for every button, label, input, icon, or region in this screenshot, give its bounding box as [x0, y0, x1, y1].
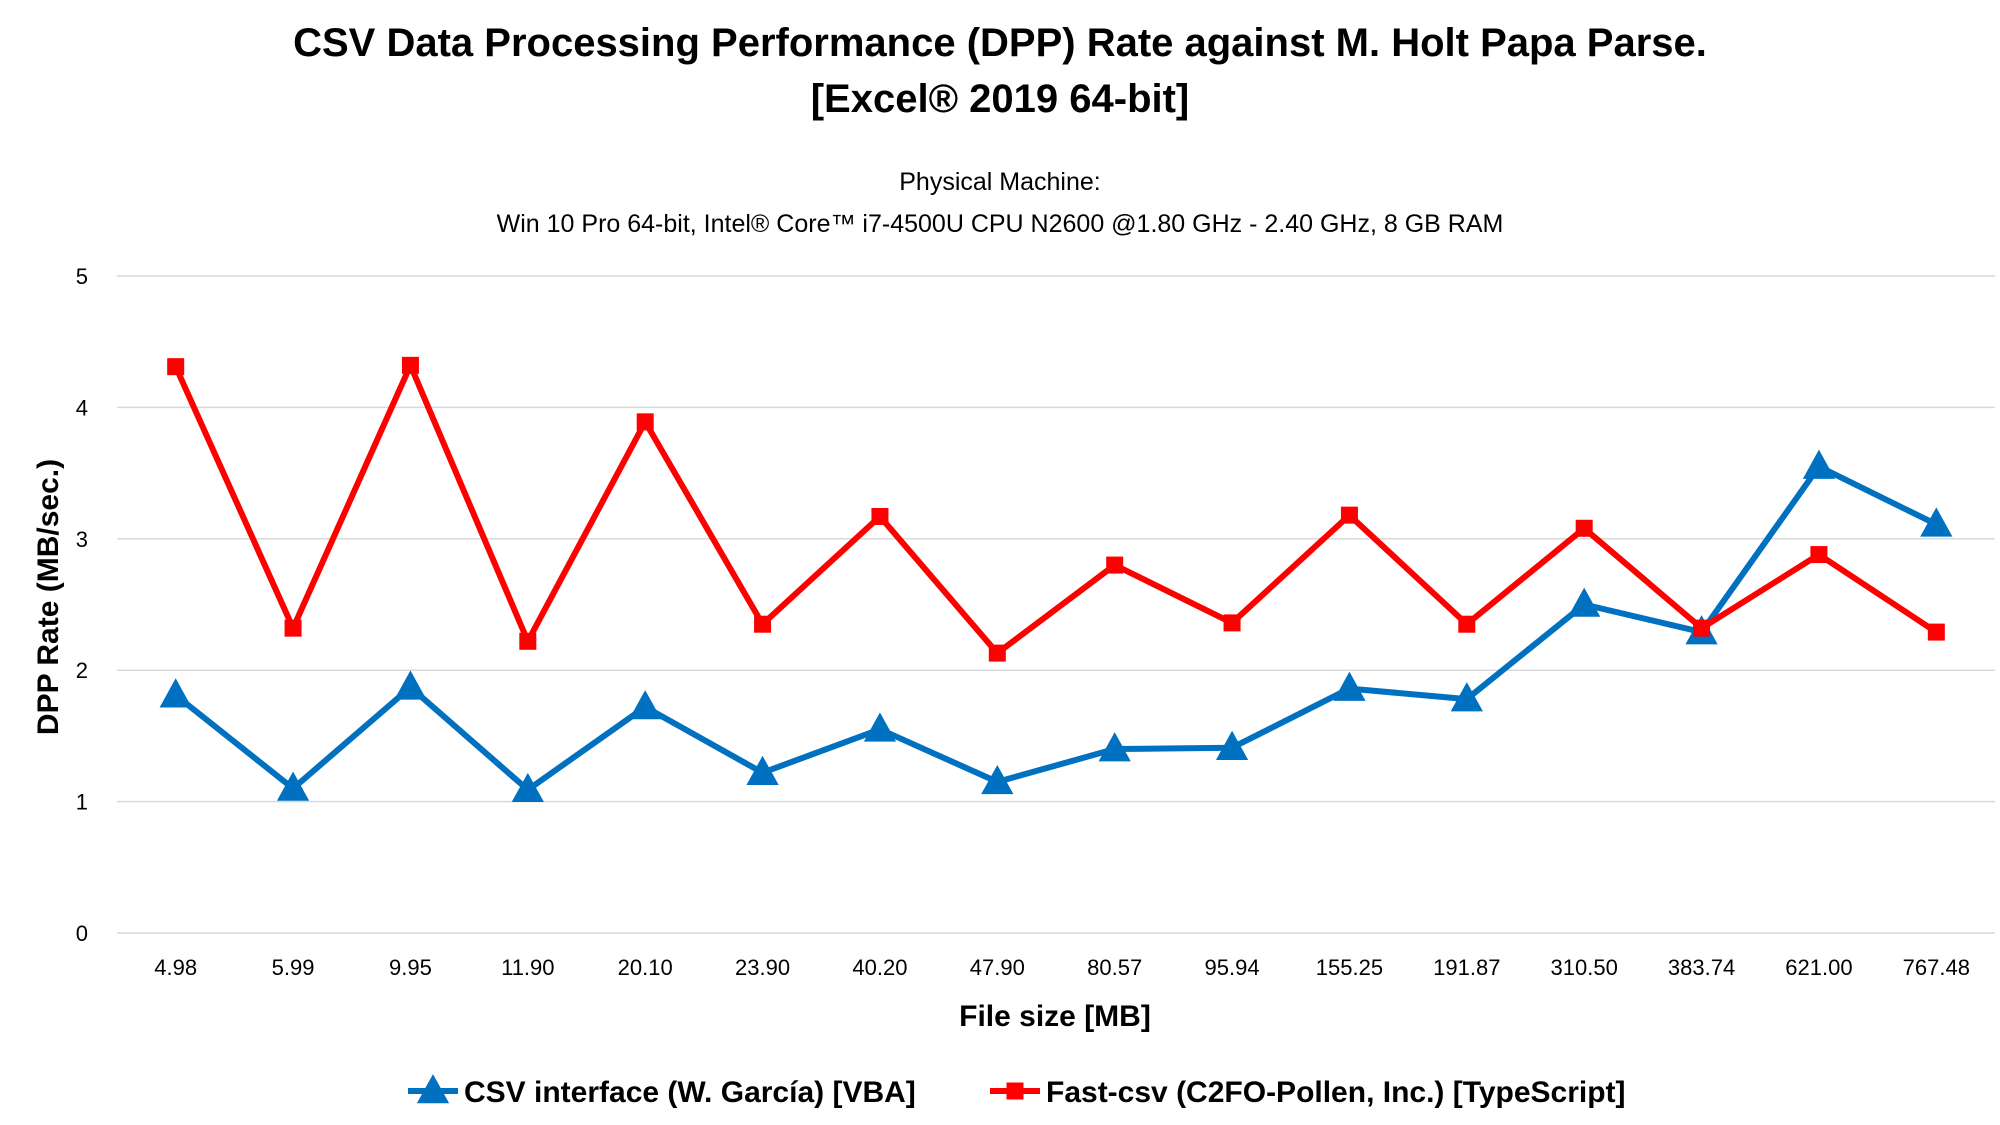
y-tick-label: 5: [76, 264, 88, 289]
x-tick-label: 155.25: [1316, 955, 1383, 980]
x-tick-label: 11.90: [501, 955, 554, 980]
legend-label: Fast-csv (C2FO-Pollen, Inc.) [TypeScript…: [1046, 1076, 1626, 1109]
data-point: [276, 771, 310, 801]
data-point: [1215, 730, 1249, 761]
x-tick-label: 5.99: [272, 955, 315, 980]
data-point: [1333, 671, 1366, 701]
data-point: [636, 413, 654, 431]
y-tick-label: 3: [76, 527, 88, 552]
data-point: [1802, 449, 1836, 479]
data-point: [159, 678, 192, 708]
x-tick-label: 40.20: [852, 955, 907, 980]
x-tick-label: 95.94: [1205, 955, 1260, 980]
data-point: [629, 690, 662, 720]
data-point: [401, 356, 419, 374]
chart-subtitle: Physical Machine:: [899, 168, 1100, 196]
data-point: [1006, 1082, 1024, 1100]
x-tick-label: 20.10: [618, 955, 673, 980]
y-tick-label: 1: [76, 790, 88, 815]
data-point: [1810, 546, 1828, 564]
legend-label: CSV interface (W. García) [VBA]: [464, 1076, 916, 1109]
data-point: [981, 764, 1014, 795]
data-point: [988, 644, 1006, 662]
x-axis-label: File size [MB]: [959, 1000, 1151, 1033]
y-axis-label: DPP Rate (MB/sec.): [32, 459, 65, 735]
x-tick-label: 621.00: [1785, 955, 1852, 980]
y-tick-label: 2: [76, 658, 88, 683]
data-point: [1450, 682, 1483, 712]
x-axis-ticks: 4.98 5.99 9.95 11.90 20.10 23.90 40.20 47.90 80.…: [154, 955, 1970, 980]
y-tick-label: 4: [76, 395, 88, 420]
data-point: [746, 755, 779, 785]
legend-item: Fast-csv (C2FO-Pollen, Inc.) [TypeScript…: [990, 1076, 1626, 1109]
data-point: [1098, 732, 1131, 762]
y-axis-ticks: 0 1 2 3 4 5: [76, 264, 88, 946]
data-point: [1693, 619, 1711, 637]
data-point: [1575, 519, 1593, 537]
y-tick-label: 0: [76, 921, 88, 946]
x-tick-label: 23.90: [735, 955, 790, 980]
chart-subtitle-line2: Win 10 Pro 64-bit, Intel® Core™ i7-4500U…: [497, 210, 1504, 238]
legend-item: CSV interface (W. García) [VBA]: [408, 1074, 916, 1109]
data-point: [511, 772, 544, 803]
series-2: [167, 356, 1945, 662]
legend: CSV interface (W. García) [VBA] Fast-csv …: [408, 1074, 1626, 1109]
series-1: [159, 449, 1953, 803]
data-point: [519, 632, 537, 650]
data-point: [863, 712, 897, 742]
data-point: [284, 619, 302, 637]
x-tick-label: 4.98: [154, 955, 197, 980]
data-point: [394, 670, 427, 700]
series-line: [173, 463, 1938, 793]
series-layer: [159, 356, 1953, 803]
data-point: [1927, 623, 1945, 641]
data-point: [1920, 507, 1953, 537]
x-tick-label: 767.48: [1903, 955, 1970, 980]
gridlines: [117, 275, 1995, 934]
chart-title-line2: [Excel® 2019 64-bit]: [811, 77, 1190, 121]
data-point: [1223, 614, 1241, 632]
data-point: [754, 615, 772, 633]
data-point: [1340, 506, 1358, 524]
x-tick-label: 191.87: [1433, 955, 1500, 980]
data-point: [1106, 556, 1124, 574]
data-point: [416, 1074, 450, 1104]
x-tick-label: 47.90: [970, 955, 1025, 980]
x-tick-label: 9.95: [389, 955, 432, 980]
x-tick-label: 310.50: [1551, 955, 1618, 980]
data-point: [1458, 615, 1476, 633]
x-tick-label: 383.74: [1668, 955, 1735, 980]
data-point: [1568, 587, 1601, 617]
data-point: [871, 507, 889, 525]
series-line: [172, 362, 1938, 657]
data-point: [167, 358, 185, 376]
x-tick-label: 80.57: [1087, 955, 1142, 980]
chart-title: CSV Data Processing Performance (DPP) Ra…: [293, 21, 1707, 65]
